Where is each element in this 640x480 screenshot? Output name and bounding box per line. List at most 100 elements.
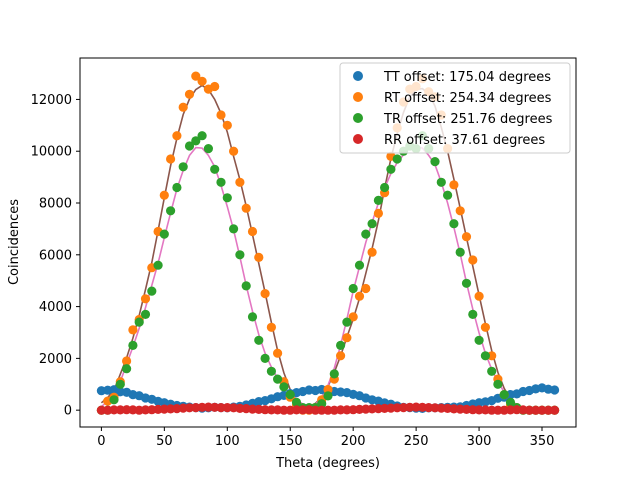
data-point-series-2 (122, 364, 132, 374)
data-point-series-2 (291, 397, 302, 407)
data-point-series-2 (203, 144, 213, 154)
data-point-series-2 (392, 154, 402, 164)
data-point-series-1 (354, 291, 365, 301)
data-point-series-2 (128, 340, 138, 350)
data-point-series-1 (468, 255, 478, 265)
data-point-series-2 (430, 157, 440, 167)
x-tick-label: 50 (156, 434, 173, 449)
data-point-series-2 (140, 309, 151, 319)
data-point-series-3 (531, 405, 541, 415)
data-point-series-1 (222, 120, 232, 130)
data-point-series-2 (499, 390, 509, 400)
data-point-series-2 (317, 399, 327, 409)
legend-label-rr: RR offset: 37.61 degrees (384, 133, 545, 148)
data-point-series-2 (279, 382, 289, 392)
data-point-series-2 (443, 190, 453, 200)
data-point-series-3 (323, 405, 333, 415)
data-point-series-1 (184, 89, 195, 99)
data-point-series-1 (260, 289, 270, 299)
y-tick-label: 0 (64, 404, 72, 419)
legend-marker-tr (353, 113, 363, 123)
data-point-series-2 (216, 177, 226, 187)
x-tick-label: 0 (97, 434, 105, 449)
data-point-series-2 (235, 250, 245, 260)
data-point-series-2 (505, 397, 516, 407)
data-point-series-1 (216, 110, 226, 120)
data-point-series-3 (543, 405, 553, 415)
data-point-series-2 (153, 260, 163, 270)
data-point-series-2 (166, 206, 176, 216)
legend-label-tt: TT offset: 175.04 degrees (383, 70, 551, 85)
data-point-series-0 (550, 385, 560, 395)
data-point-series-2 (361, 229, 371, 239)
data-point-series-3 (96, 405, 106, 415)
legend-box (339, 62, 571, 154)
y-tick-label: 2000 (39, 352, 72, 367)
data-point-series-2 (109, 395, 119, 405)
data-point-series-1 (273, 348, 283, 358)
data-point-series-2 (172, 182, 182, 193)
data-point-series-2 (241, 281, 251, 291)
data-point-series-2 (436, 177, 446, 187)
data-point-series-1 (229, 146, 239, 156)
data-point-series-2 (373, 195, 383, 205)
data-point-series-3 (279, 405, 289, 415)
x-tick-label: 350 (530, 434, 555, 449)
legend-marker-tt (353, 71, 363, 81)
data-point-series-1 (241, 203, 251, 213)
data-point-series-2 (260, 353, 270, 363)
y-axis-label: Coincidences (7, 199, 22, 285)
data-point-series-2 (247, 312, 258, 322)
data-point-series-2 (159, 229, 169, 239)
x-tick-label: 200 (341, 434, 366, 449)
data-point-series-1 (266, 322, 276, 332)
data-point-series-2 (354, 260, 365, 270)
data-point-series-2 (386, 164, 396, 174)
data-point-series-1 (367, 247, 377, 257)
data-point-series-3 (310, 405, 320, 415)
data-point-series-3 (291, 405, 302, 415)
data-point-series-2 (266, 366, 276, 376)
data-point-series-2 (474, 335, 484, 345)
data-point-series-2 (191, 136, 201, 146)
x-tick-label: 150 (278, 434, 303, 449)
data-point-series-1 (487, 351, 497, 361)
data-point-series-2 (197, 131, 207, 141)
data-point-series-1 (373, 208, 383, 218)
data-point-series-3 (216, 403, 226, 413)
data-point-series-2 (449, 219, 459, 229)
data-point-series-2 (323, 391, 333, 401)
data-point-series-2 (115, 379, 125, 389)
data-point-series-3 (550, 405, 560, 415)
data-point-series-2 (342, 317, 352, 327)
data-point-series-1 (191, 71, 201, 81)
data-point-series-2 (329, 369, 339, 379)
data-point-series-1 (254, 252, 264, 262)
data-point-series-1 (128, 325, 138, 335)
data-points (96, 71, 560, 415)
data-point-series-2 (455, 247, 465, 257)
data-point-series-1 (197, 76, 207, 86)
data-point-series-2 (487, 366, 497, 376)
legend-marker-rt (353, 92, 363, 102)
x-tick-label: 250 (404, 434, 429, 449)
data-point-series-1 (474, 291, 484, 301)
data-point-series-1 (461, 232, 472, 242)
data-point-series-2 (468, 309, 478, 319)
data-point-series-1 (159, 190, 169, 200)
legend-label-tr: TR offset: 251.76 degrees (383, 112, 553, 127)
x-axis-ticks: 0 50 100 150 200 250 300 350 (97, 427, 554, 449)
data-point-series-2 (229, 224, 239, 234)
data-point-series-1 (122, 356, 132, 366)
data-point-series-2 (273, 374, 283, 384)
x-tick-label: 100 (215, 434, 240, 449)
data-point-series-1 (449, 180, 459, 190)
data-point-series-1 (323, 384, 333, 395)
data-point-series-3 (474, 405, 484, 415)
data-point-series-3 (537, 405, 547, 415)
y-tick-label: 10000 (31, 145, 72, 160)
y-tick-label: 6000 (39, 248, 72, 263)
data-point-series-3 (317, 405, 327, 415)
data-point-series-3 (336, 405, 346, 415)
data-point-series-2 (254, 335, 264, 345)
